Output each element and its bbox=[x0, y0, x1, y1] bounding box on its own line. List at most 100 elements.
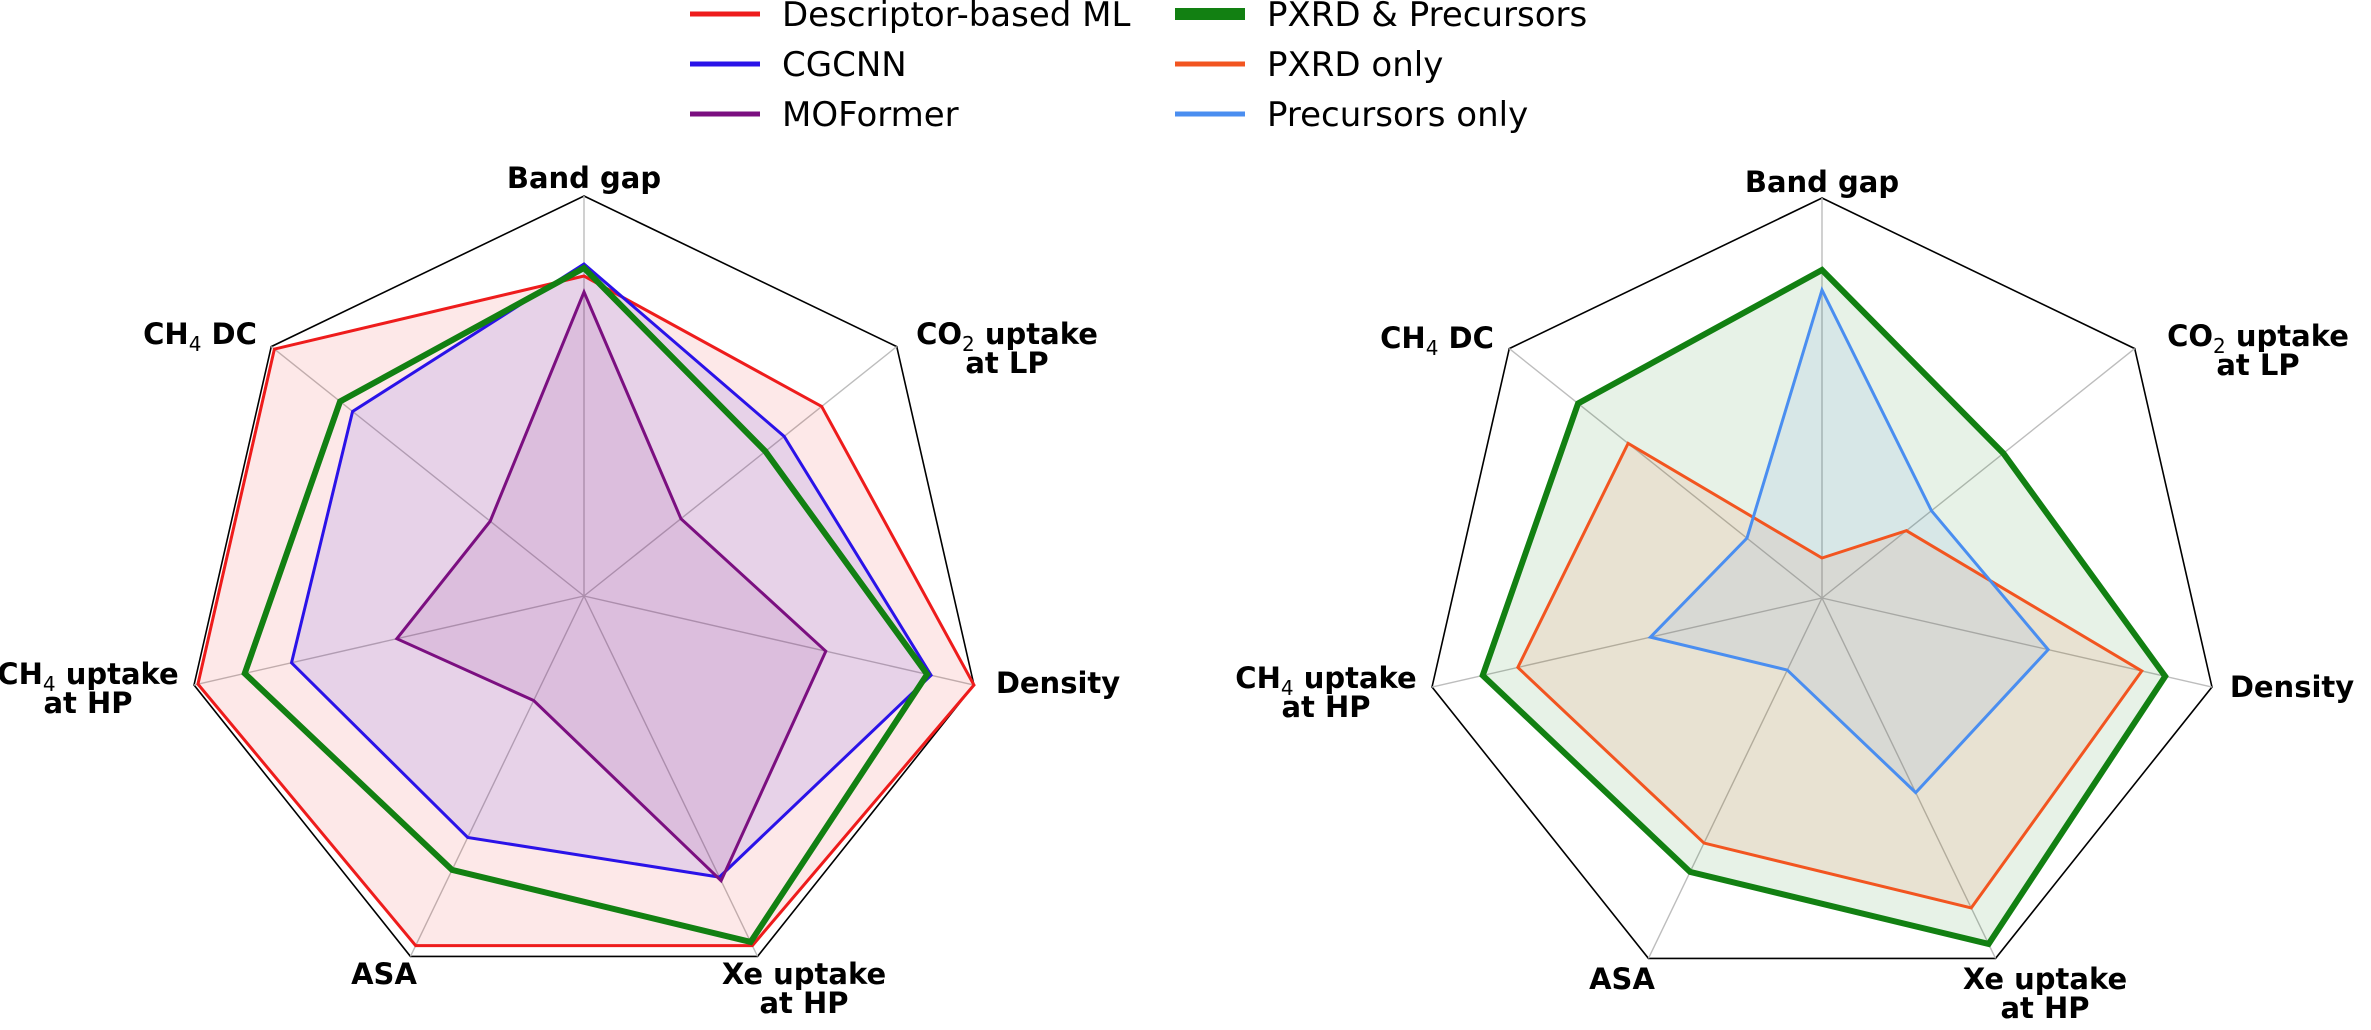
radar-spoke bbox=[583, 595, 759, 957]
radar-spoke bbox=[270, 346, 585, 597]
axis-label-asa: ASA bbox=[1589, 962, 1655, 996]
axis-label-rest: uptake bbox=[2226, 319, 2349, 353]
axis-label-line-1: CO2 uptake bbox=[2167, 319, 2349, 358]
axis-label-line-2: at LP bbox=[965, 346, 1048, 380]
legend-item-precursors-only: Precursors only bbox=[1175, 95, 1528, 135]
axis-label-line-2: at HP bbox=[759, 986, 848, 1020]
axis-label-main: Density bbox=[996, 666, 1120, 700]
axis-label-line-1: Xe uptake bbox=[722, 957, 886, 991]
axis-label-main: CH bbox=[1235, 661, 1281, 695]
radar-spoke bbox=[1431, 597, 1823, 688]
axis-label-asa: ASA bbox=[351, 957, 417, 991]
axis-label-band-gap: Band gap bbox=[1745, 165, 1899, 199]
axis-label-main: CO bbox=[2167, 319, 2213, 353]
axis-label-rest: DC bbox=[201, 317, 256, 351]
axis-label-subscript: 4 bbox=[189, 332, 202, 356]
axis-label-ch4-dc: CH4 DC bbox=[143, 317, 257, 356]
axis-label-line-1: Density bbox=[996, 666, 1120, 700]
axis-label-band-gap: Band gap bbox=[507, 161, 661, 195]
series-line-pxrd-and-precursors bbox=[1479, 266, 2169, 948]
axis-label-line-1: Density bbox=[2230, 670, 2354, 704]
radar-spoke bbox=[1821, 348, 2136, 599]
legend-label: PXRD & Precursors bbox=[1267, 0, 1587, 35]
axis-label-main: Band gap bbox=[507, 161, 661, 195]
series-line-pxrd-only bbox=[1515, 441, 2144, 910]
axis-label-line-1: Band gap bbox=[1745, 165, 1899, 199]
radar-spoke bbox=[1508, 348, 1823, 599]
axis-label-ch4-dc: CH4 DC bbox=[1380, 321, 1494, 360]
legend-item-cgcnn: CGCNN bbox=[690, 45, 907, 85]
legend-item-pxrd-and-precursors: PXRD & Precursors bbox=[1175, 0, 1587, 35]
legend-item-moformer: MOFormer bbox=[690, 95, 959, 135]
series-line-moformer bbox=[394, 288, 828, 884]
legend-label: MOFormer bbox=[782, 95, 959, 135]
axis-label-main: Xe uptake bbox=[1963, 962, 2127, 996]
axis-label-main: ASA bbox=[351, 957, 417, 991]
axis-label-rest: uptake bbox=[975, 317, 1098, 351]
axis-label-density: Density bbox=[2230, 670, 2354, 704]
axis-label-subscript: 2 bbox=[2213, 334, 2226, 358]
axis-label-line-2: at LP bbox=[2216, 348, 2299, 382]
axis-label-line-2: at HP bbox=[43, 686, 132, 720]
axis-label-main: Xe uptake bbox=[722, 957, 886, 991]
axis-label-rest: DC bbox=[1438, 321, 1493, 355]
axis-label-subscript: 4 bbox=[1426, 336, 1439, 360]
series-area-pxrd-only bbox=[1517, 443, 2142, 908]
series-fills bbox=[1482, 270, 2166, 944]
series-area-descriptor-based-ml bbox=[197, 276, 974, 946]
axis-label-main: Density bbox=[2230, 670, 2354, 704]
axis-label-main: CH bbox=[0, 657, 43, 691]
axis-label-main: CH bbox=[143, 317, 189, 351]
axis-label-line-1: ASA bbox=[1589, 962, 1655, 996]
series-line-precursors-only bbox=[1647, 285, 2051, 795]
axis-label-line-1: CO2 uptake bbox=[916, 317, 1098, 356]
series-lines bbox=[1479, 266, 2169, 948]
radar-spoke bbox=[193, 595, 585, 686]
series-area-precursors-only bbox=[1650, 290, 2049, 793]
legend-item-descriptor-based-ml: Descriptor-based ML bbox=[690, 0, 1130, 35]
series-area-cgcnn bbox=[291, 264, 932, 878]
series-line-descriptor-based-ml bbox=[196, 274, 976, 948]
series-line-pxrd-and-precursors bbox=[241, 264, 931, 946]
radar-frame bbox=[193, 195, 975, 958]
axis-label-subscript: 4 bbox=[43, 672, 56, 696]
series-line-cgcnn bbox=[289, 262, 933, 879]
legend-label: CGCNN bbox=[782, 45, 907, 85]
axis-label-density: Density bbox=[996, 666, 1120, 700]
axis-label-rest: uptake bbox=[56, 657, 179, 691]
axis-label-line-1: CH4 DC bbox=[1380, 321, 1494, 360]
series-fills bbox=[197, 264, 974, 946]
radar-spoke bbox=[1821, 597, 1997, 959]
legend-label: Precursors only bbox=[1267, 95, 1528, 135]
axis-label-main: CO bbox=[916, 317, 962, 351]
axis-label-main: ASA bbox=[1589, 962, 1655, 996]
radar-spoke bbox=[583, 346, 898, 597]
radar-spoke bbox=[583, 595, 975, 686]
axis-label-line-1: CH4 uptake bbox=[0, 657, 179, 696]
axis-label-subscript: 2 bbox=[962, 332, 975, 356]
axis-label-main: Band gap bbox=[1745, 165, 1899, 199]
radar-spoke bbox=[409, 595, 585, 957]
series-lines bbox=[196, 262, 976, 948]
legend-label: PXRD only bbox=[1267, 45, 1443, 85]
legend-label: Descriptor-based ML bbox=[782, 0, 1130, 35]
axis-label-line-1: Band gap bbox=[507, 161, 661, 195]
axis-label-rest: uptake bbox=[1294, 661, 1417, 695]
radar-frame bbox=[1431, 197, 2213, 960]
axis-label-main: CH bbox=[1380, 321, 1426, 355]
legend: Descriptor-based ML CGCNN MOFormer PXRD & P… bbox=[690, 0, 1587, 135]
series-area-pxrd-and-precursors bbox=[1482, 270, 2166, 944]
legend-item-pxrd-only: PXRD only bbox=[1175, 45, 1443, 85]
axis-label-line-2: at HP bbox=[2000, 991, 2089, 1025]
axis-label-line-2: at HP bbox=[1281, 690, 1370, 724]
radar-spoke bbox=[1647, 597, 1823, 959]
